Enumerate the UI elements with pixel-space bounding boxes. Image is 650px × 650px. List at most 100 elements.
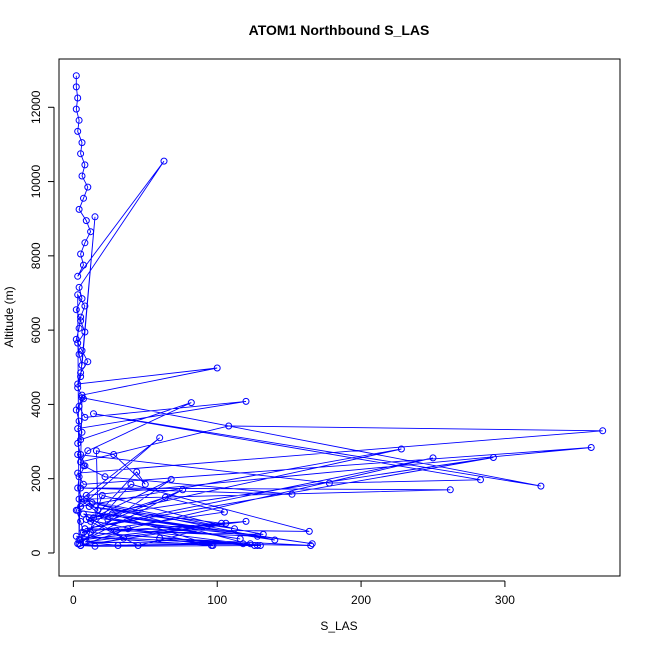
data-point <box>74 425 82 433</box>
data-point <box>75 324 83 332</box>
data-point <box>75 495 83 503</box>
data-point <box>75 473 83 481</box>
y-tick-label: 8000 <box>29 242 43 269</box>
data-point <box>77 250 85 258</box>
y-tick-label: 12000 <box>29 90 43 124</box>
y-tick-label: 2000 <box>29 465 43 492</box>
data-point <box>98 491 106 499</box>
data-point <box>78 391 86 399</box>
data-point <box>82 495 90 503</box>
data-point <box>77 373 85 381</box>
data-point <box>80 462 87 470</box>
data-point <box>84 447 92 455</box>
data-point <box>208 542 215 549</box>
x-tick-label: 300 <box>495 593 515 607</box>
data-point <box>90 514 97 522</box>
chart-title: ATOM1 Northbound S_LAS <box>249 22 430 38</box>
data-point <box>133 468 141 476</box>
data-point <box>231 525 238 533</box>
data-point <box>74 506 82 514</box>
data-point <box>141 480 149 488</box>
data-point <box>110 451 118 458</box>
data-point <box>156 434 164 442</box>
data-point <box>156 534 164 542</box>
data-point <box>446 486 454 494</box>
data-point <box>78 295 86 303</box>
data-point <box>75 205 83 213</box>
data-point <box>77 369 85 377</box>
data-point <box>81 413 89 421</box>
data-point <box>239 540 247 548</box>
data-point <box>213 364 221 372</box>
y-tick-label: 4000 <box>29 391 43 418</box>
data-point <box>72 306 80 314</box>
data-point <box>78 361 86 369</box>
data-point <box>84 358 92 366</box>
data-point <box>108 510 116 518</box>
series-line <box>75 75 603 547</box>
x-tick-label: 100 <box>207 593 227 607</box>
data-point <box>161 493 169 501</box>
data-point <box>90 410 97 418</box>
data-point <box>120 534 128 542</box>
data-point <box>75 417 83 425</box>
data-point <box>82 516 90 523</box>
data-point <box>599 427 607 435</box>
data-point <box>75 283 83 291</box>
data-point <box>242 517 250 525</box>
data-point <box>94 506 102 514</box>
data-point <box>74 127 82 135</box>
data-point <box>242 397 250 405</box>
data-point <box>124 525 132 533</box>
data-point <box>74 380 82 388</box>
x-tick-label: 200 <box>351 593 371 607</box>
x-axis-label: S_LAS <box>320 619 357 633</box>
data-point <box>80 395 87 403</box>
plot-frame <box>58 58 621 577</box>
plot-area <box>72 72 607 550</box>
data-point <box>218 519 225 527</box>
data-point <box>74 339 82 347</box>
data-point <box>477 476 484 484</box>
y-tick-label: 0 <box>29 549 43 556</box>
data-point <box>134 542 142 549</box>
data-point <box>72 532 80 540</box>
data-point <box>82 217 90 225</box>
data-point <box>254 542 261 549</box>
y-axis: 0 2000 4000 6000 8000 10000 12000 <box>29 90 55 556</box>
data-point <box>78 495 86 503</box>
data-point <box>72 105 80 113</box>
data-point <box>489 454 497 461</box>
data-point <box>325 479 333 487</box>
data-point <box>92 447 100 455</box>
data-point <box>81 302 89 310</box>
data-point <box>101 473 109 481</box>
data-point <box>187 399 195 407</box>
data-point <box>81 161 89 169</box>
data-point <box>74 384 82 392</box>
data-point <box>114 542 122 549</box>
x-tick-label: 0 <box>70 593 77 607</box>
y-tick-label: 10000 <box>29 165 43 199</box>
data-point <box>77 484 85 492</box>
data-point <box>91 213 99 221</box>
data-point <box>288 490 296 498</box>
data-point <box>81 239 89 247</box>
data-point <box>82 491 90 499</box>
data-point <box>77 150 85 158</box>
data-point <box>72 335 80 343</box>
data-point <box>78 347 86 355</box>
data-point <box>81 328 89 336</box>
data-point <box>246 540 254 548</box>
data-point <box>160 157 168 165</box>
data-point <box>84 183 92 191</box>
data-point <box>259 530 267 538</box>
y-tick-label: 6000 <box>29 316 43 343</box>
data-point <box>429 454 437 462</box>
data-point <box>256 542 264 549</box>
data-point <box>88 499 96 507</box>
data-point <box>305 527 313 535</box>
data-point <box>74 272 82 280</box>
data-point <box>77 317 85 325</box>
